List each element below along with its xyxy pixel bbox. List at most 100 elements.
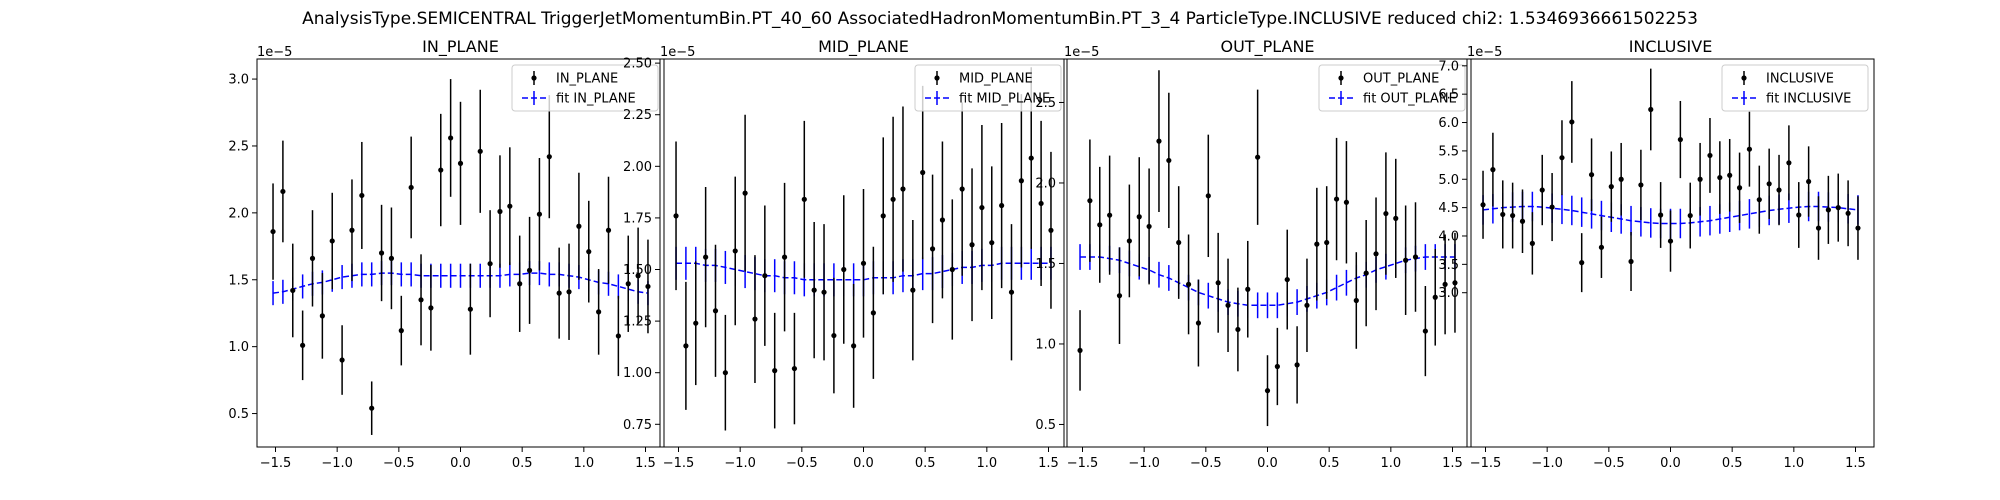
data-point	[772, 368, 778, 374]
plot-area	[1077, 70, 1458, 427]
data-point	[1245, 286, 1251, 292]
data-series	[1077, 70, 1458, 427]
y-tick-label: 4.0	[1438, 229, 1459, 244]
data-point	[811, 287, 817, 293]
data-point	[1363, 270, 1369, 276]
x-tick-label: 0.0	[1660, 456, 1681, 471]
data-point	[1077, 347, 1083, 354]
y-tick-label: 1.50	[623, 263, 652, 278]
x-tick-label: −1.5	[1470, 456, 1502, 471]
data-point	[467, 306, 473, 312]
data-point	[349, 227, 355, 233]
data-point	[1766, 181, 1772, 187]
data-point	[1255, 154, 1261, 160]
subplot-out-plane: OUT_PLANE 1e−5 −1.5 −1.0 −0.5 0.0 0.5 1.0 1.5 0.5…	[1035, 37, 1472, 471]
data-point	[801, 196, 807, 202]
x-tick-label: −1.0	[1531, 456, 1563, 471]
x-tick-label: 0.5	[1319, 456, 1340, 471]
data-point	[556, 290, 562, 296]
y-tick-label: 2.0	[1035, 176, 1056, 191]
data-point	[1618, 176, 1624, 182]
data-point	[1519, 218, 1526, 224]
data-point	[477, 148, 483, 154]
data-point	[1412, 254, 1419, 260]
x-tick-label: −0.5	[1593, 456, 1625, 471]
data-point	[841, 266, 847, 273]
data-series	[673, 67, 1054, 431]
data-point	[1422, 328, 1428, 334]
fit-line	[1080, 256, 1455, 307]
x-tick-label: 1.0	[976, 456, 997, 471]
y-tick-label: 2.0	[228, 206, 249, 221]
data-point	[1205, 193, 1211, 199]
legend-data-marker	[1338, 75, 1344, 81]
data-point	[929, 246, 936, 252]
y-offset-label: 1e−5	[257, 45, 292, 60]
y-tick-label: 0.75	[623, 418, 652, 433]
y-tick-label: 5.0	[1438, 173, 1459, 188]
axes-frame	[1063, 58, 1472, 448]
data-point	[1786, 160, 1792, 166]
data-point	[712, 308, 719, 314]
y-offset-label: 1e−5	[1064, 45, 1099, 60]
data-point	[1383, 210, 1389, 217]
y-tick-label: 2.50	[623, 57, 652, 72]
data-point	[487, 261, 493, 267]
data-point	[1087, 198, 1093, 204]
data-point	[1018, 178, 1024, 184]
data-point	[270, 228, 276, 235]
y-tick-label: 1.0	[1035, 337, 1056, 352]
data-point	[418, 297, 424, 303]
data-point	[752, 316, 758, 322]
data-point	[821, 289, 827, 295]
data-point	[1008, 289, 1015, 295]
data-point	[1028, 155, 1034, 161]
subplot-title: INCLUSIVE	[1629, 37, 1713, 56]
y-tick-label: 3.0	[228, 73, 249, 88]
data-point	[1048, 227, 1054, 233]
data-point	[890, 196, 896, 202]
subplot-title: IN_PLANE	[422, 37, 499, 57]
data-point	[1746, 146, 1753, 152]
plot-area	[270, 79, 651, 435]
data-point	[939, 217, 946, 223]
data-point	[635, 273, 641, 279]
data-point	[398, 328, 404, 334]
data-point	[1756, 197, 1762, 203]
data-point	[1107, 212, 1113, 218]
data-point	[359, 192, 365, 199]
x-tick-label: −0.5	[786, 456, 818, 471]
plot-area	[1480, 68, 1861, 293]
data-point	[1333, 196, 1340, 202]
legend-box	[1318, 64, 1466, 112]
data-series	[1480, 68, 1861, 293]
y-tick-label: 4.5	[1438, 201, 1459, 216]
data-point	[880, 213, 886, 219]
data-point	[989, 240, 995, 246]
fit-line	[272, 272, 649, 294]
y-tick-label: 1.00	[623, 366, 652, 381]
y-tick-label: 0.5	[228, 407, 249, 422]
data-point	[1324, 239, 1330, 246]
x-tick-label: 0.5	[1722, 456, 1743, 471]
data-point	[1294, 362, 1300, 368]
data-point	[1146, 223, 1152, 230]
data-point	[1845, 210, 1851, 216]
data-point	[517, 281, 523, 287]
axes-frame	[1466, 58, 1875, 448]
data-point	[586, 249, 592, 255]
y-tick-label: 3.0	[1438, 286, 1459, 301]
y-tick-label: 6.0	[1438, 116, 1459, 131]
data-point	[860, 260, 867, 266]
x-tick-label: 1.5	[635, 456, 656, 471]
x-tick-label: −1.5	[260, 456, 292, 471]
x-tick-label: 0.0	[1257, 456, 1278, 471]
data-point	[1166, 157, 1172, 164]
y-tick-label: 3.5	[1438, 258, 1459, 273]
x-tick-label: −0.5	[383, 456, 415, 471]
x-tick-label: −1.0	[724, 456, 756, 471]
data-point	[457, 160, 464, 166]
data-point	[1697, 176, 1703, 182]
